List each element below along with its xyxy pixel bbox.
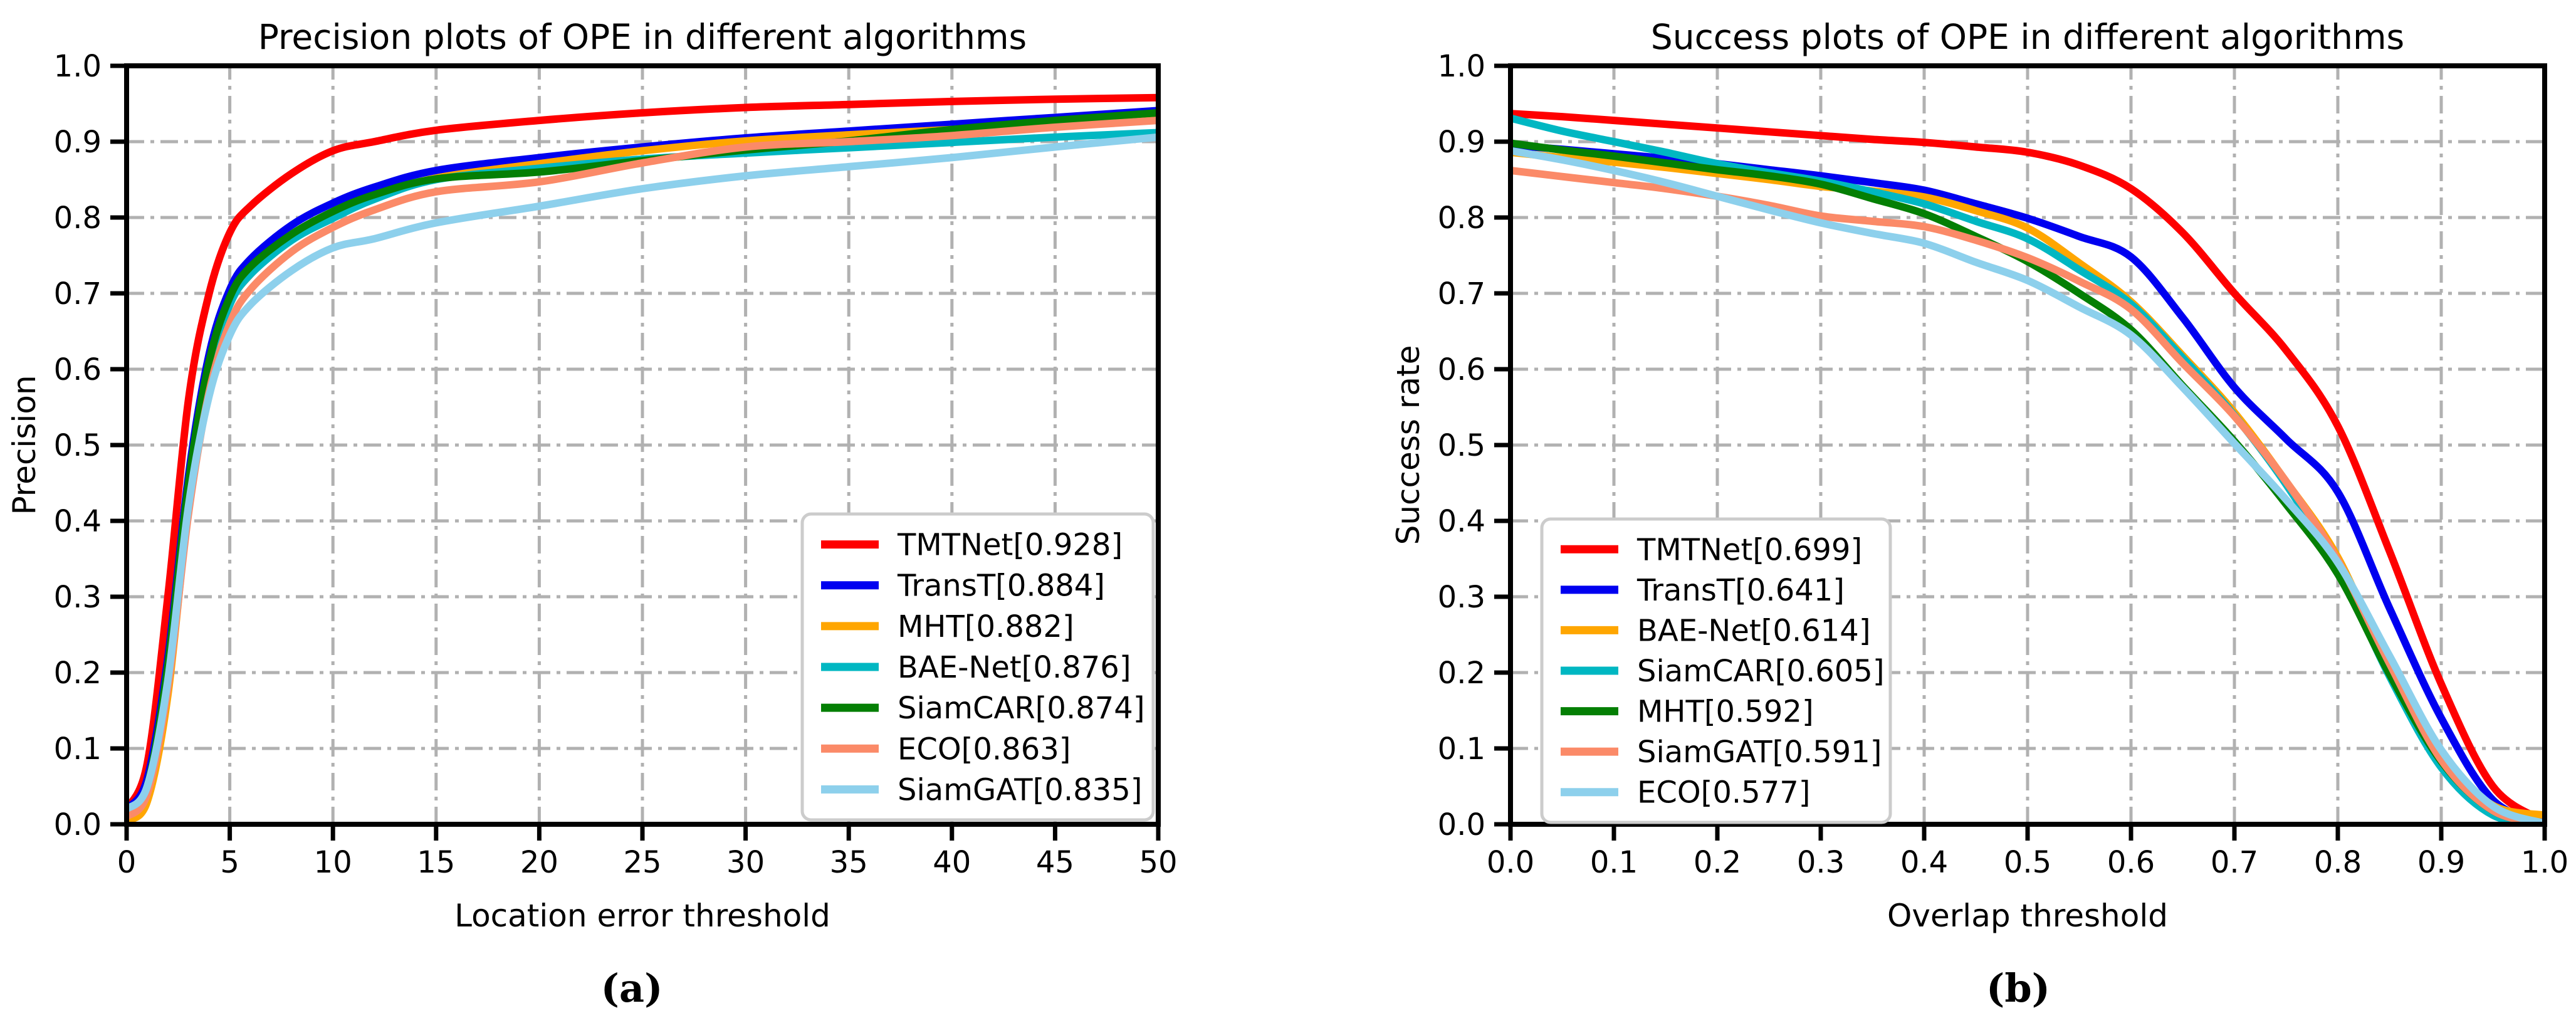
success-curve-MHT xyxy=(1511,139,2545,824)
success-curve-ECO xyxy=(1511,147,2545,824)
svg-text:0.7: 0.7 xyxy=(54,276,102,312)
svg-text:35: 35 xyxy=(830,845,868,880)
precision-legend-label-BAE-Net: BAE-Net[0.876] xyxy=(898,650,1131,685)
svg-text:1.0: 1.0 xyxy=(54,49,102,84)
svg-text:0.4: 0.4 xyxy=(1900,845,1948,880)
precision-title: Precision plots of OPE in different algo… xyxy=(258,17,1027,57)
precision-curve-TMTNet xyxy=(127,93,1158,813)
precision-ticks xyxy=(110,63,1161,841)
svg-text:0.8: 0.8 xyxy=(2314,845,2362,880)
svg-text:40: 40 xyxy=(933,845,971,880)
subfigure-caption-b: (b) xyxy=(1986,965,2051,1011)
svg-text:50: 50 xyxy=(1139,845,1177,880)
subfigure-caption-a: (a) xyxy=(600,965,663,1011)
precision-xlabel: Location error threshold xyxy=(454,898,830,934)
precision-legend-label-MHT: MHT[0.882] xyxy=(898,609,1074,644)
svg-text:0.6: 0.6 xyxy=(2107,845,2155,880)
svg-text:0.5: 0.5 xyxy=(54,428,102,463)
svg-text:0.5: 0.5 xyxy=(2004,845,2051,880)
svg-text:0.4: 0.4 xyxy=(54,504,102,539)
success-title: Success plots of OPE in different algori… xyxy=(1651,17,2404,57)
svg-text:0.0: 0.0 xyxy=(54,807,102,842)
svg-text:30: 30 xyxy=(726,845,765,880)
success-tick-labels: 0.0 0.1 0.2 0.3 0.4 0.5 0.6 0.7 0.8 0.9 1.0 0.0 0.1 0… xyxy=(1438,49,2569,880)
svg-text:5: 5 xyxy=(220,845,239,880)
precision-series xyxy=(127,93,1158,824)
svg-text:0.7: 0.7 xyxy=(1438,276,1485,312)
success-legend-label-TMTNet: TMTNet[0.699] xyxy=(1636,532,1862,567)
svg-text:0.9: 0.9 xyxy=(54,125,102,160)
svg-text:0.5: 0.5 xyxy=(1438,428,1485,463)
success-xlabel: Overlap threshold xyxy=(1887,898,2168,934)
precision-curve-SiamGAT xyxy=(127,133,1158,813)
svg-text:0.8: 0.8 xyxy=(1438,201,1485,236)
svg-text:0.6: 0.6 xyxy=(1438,352,1485,387)
precision-legend: TMTNet[0.928] TransT[0.884] MHT[0.882] BAE-… xyxy=(800,512,1155,822)
success-legend: TMTNet[0.699] TransT[0.641] BAE-Net[0.614]… xyxy=(1540,517,1892,824)
svg-text:15: 15 xyxy=(417,845,455,880)
success-curve-TMTNet xyxy=(1511,110,2545,824)
svg-text:45: 45 xyxy=(1036,845,1074,880)
success-legend-label-BAE-Net: BAE-Net[0.614] xyxy=(1637,613,1871,648)
svg-text:10: 10 xyxy=(314,845,352,880)
success-series xyxy=(1511,110,2545,824)
svg-text:0.3: 0.3 xyxy=(1438,580,1485,615)
svg-text:0.0: 0.0 xyxy=(1438,807,1485,842)
svg-text:0.3: 0.3 xyxy=(54,580,102,615)
success-legend-label-SiamGAT: SiamGAT[0.591] xyxy=(1637,735,1882,770)
svg-text:20: 20 xyxy=(520,845,558,880)
precision-legend-label-TMTNet: TMTNet[0.928] xyxy=(897,528,1123,563)
svg-text:0.6: 0.6 xyxy=(54,352,102,387)
svg-text:0.1: 0.1 xyxy=(54,732,102,767)
svg-text:0.7: 0.7 xyxy=(2211,845,2258,880)
precision-plot: 0 5 10 15 20 25 30 35 40 45 50 0.0 0.1 0.2 0.3 0.4 0.5 0.… xyxy=(6,17,1178,934)
success-ticks xyxy=(1494,63,2547,841)
success-legend-label-MHT: MHT[0.592] xyxy=(1637,695,1814,730)
svg-text:0.9: 0.9 xyxy=(2417,845,2465,880)
svg-text:0.3: 0.3 xyxy=(1797,845,1845,880)
precision-legend-label-ECO: ECO[0.863] xyxy=(898,732,1071,767)
svg-text:25: 25 xyxy=(623,845,661,880)
success-ylabel: Success rate xyxy=(1390,345,1427,545)
svg-text:0.2: 0.2 xyxy=(54,656,102,691)
svg-text:0.9: 0.9 xyxy=(1438,125,1485,160)
precision-ylabel: Precision xyxy=(6,375,43,515)
svg-text:0: 0 xyxy=(117,845,137,880)
success-legend-label-ECO: ECO[0.577] xyxy=(1637,775,1811,810)
success-legend-box xyxy=(1540,517,1892,824)
svg-text:0.1: 0.1 xyxy=(1438,732,1485,767)
success-legend-label-TransT: TransT[0.641] xyxy=(1636,573,1845,608)
svg-text:0.8: 0.8 xyxy=(54,201,102,236)
svg-text:0.4: 0.4 xyxy=(1438,504,1485,539)
precision-legend-label-SiamGAT: SiamGAT[0.835] xyxy=(898,772,1142,807)
svg-text:0.1: 0.1 xyxy=(1590,845,1638,880)
precision-tick-labels: 0 5 10 15 20 25 30 35 40 45 50 0.0 0.1 0.2 0.3 0.4 0.5 0.… xyxy=(54,49,1178,880)
success-legend-label-SiamCAR: SiamCAR[0.605] xyxy=(1637,654,1885,689)
svg-text:1.0: 1.0 xyxy=(1438,49,1485,84)
svg-text:1.0: 1.0 xyxy=(2521,845,2568,880)
svg-text:0.2: 0.2 xyxy=(1438,656,1485,691)
precision-legend-box xyxy=(800,512,1155,822)
precision-legend-label-SiamCAR: SiamCAR[0.874] xyxy=(898,691,1145,726)
precision-legend-label-TransT: TransT[0.884] xyxy=(897,569,1105,604)
success-plot: 0.0 0.1 0.2 0.3 0.4 0.5 0.6 0.7 0.8 0.9 1.0 0.0 0.1 0… xyxy=(1390,17,2569,934)
svg-text:0.0: 0.0 xyxy=(1487,845,1534,880)
svg-text:0.2: 0.2 xyxy=(1694,845,1741,880)
